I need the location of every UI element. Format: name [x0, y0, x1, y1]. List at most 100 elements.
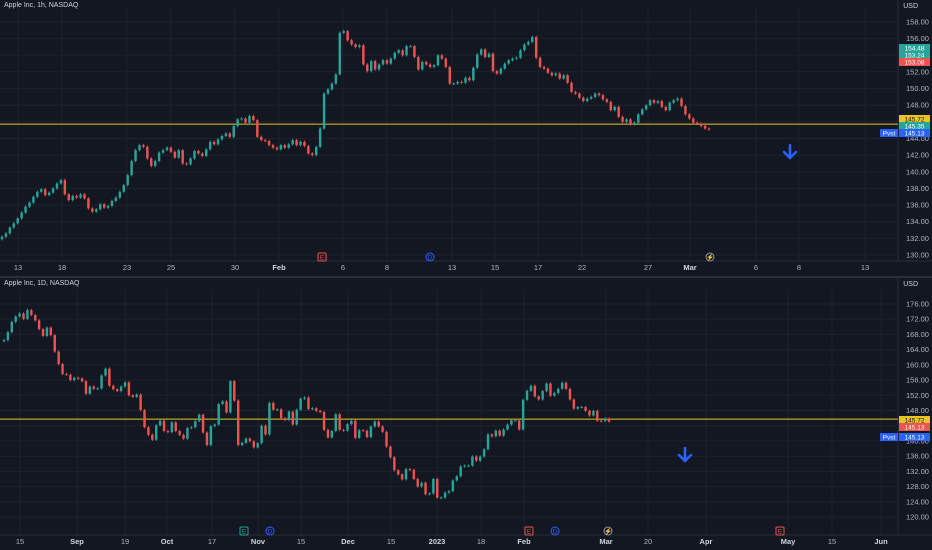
candle-body: [334, 74, 338, 84]
candle-body: [550, 72, 554, 76]
price-badge-label: 153.24: [905, 52, 925, 59]
candle-body: [96, 388, 99, 390]
candle-body: [613, 106, 616, 111]
candle-body: [178, 431, 181, 435]
dividend-flash-icon[interactable]: [603, 526, 613, 536]
candle-body: [173, 151, 177, 158]
candle-body: [326, 89, 330, 94]
candle-body: [24, 206, 27, 213]
candle-body: [112, 385, 115, 390]
y-tick-label: 172.00: [906, 315, 929, 324]
candle-body: [385, 431, 388, 447]
x-tick-label: Feb: [272, 263, 286, 272]
candle-body: [106, 205, 110, 208]
y-tick-label: 152.00: [906, 67, 929, 76]
candle-body: [220, 136, 224, 140]
hourly-chart-canvas[interactable]: 158.00156.00154.00152.00150.00148.00146.…: [0, 0, 932, 276]
dividend-marker[interactable]: [265, 526, 275, 536]
pvst-tag[interactable]: [880, 433, 898, 441]
candle-body: [491, 53, 495, 72]
candle-body: [34, 315, 37, 321]
candle-body: [609, 101, 613, 111]
x-tick-label: Dec: [341, 537, 355, 546]
pvst-tag-label: Pvst: [883, 130, 896, 137]
earnings-marker[interactable]: [524, 526, 534, 536]
candle-body: [521, 399, 525, 430]
candle-body: [436, 478, 439, 498]
candle-body: [432, 478, 435, 494]
candle-body: [451, 480, 455, 492]
candle-body: [629, 119, 632, 125]
price-badge-label: 145.35: [905, 123, 925, 130]
candle-body: [130, 160, 133, 176]
candle-body: [303, 397, 306, 399]
x-tick-label: 15: [828, 537, 836, 546]
candle-body: [692, 118, 695, 123]
candle-body: [676, 98, 679, 101]
candle-body: [377, 421, 380, 427]
daily-chart-pane[interactable]: 176.00 172.00 168.00 164.00 160.00 156.00 152.…: [0, 278, 932, 550]
candle-body: [707, 128, 711, 130]
candle-body: [557, 388, 560, 394]
candle-body: [605, 99, 609, 102]
candle-body: [248, 438, 252, 442]
candle-body: [498, 430, 501, 436]
candle-body: [43, 189, 47, 196]
earnings-marker[interactable]: [317, 252, 327, 262]
y-tick-label: 136.00: [906, 201, 929, 210]
candle-body: [189, 158, 192, 165]
pane-divider[interactable]: [0, 276, 932, 278]
daily-chart-canvas[interactable]: 176.00 172.00 168.00 164.00 160.00 156.00 152.…: [0, 278, 932, 550]
candle-body: [224, 133, 228, 137]
candle-body: [95, 209, 98, 212]
candle-body: [244, 438, 248, 443]
candle-body: [83, 194, 86, 199]
candle-body: [373, 61, 377, 70]
candle-body: [393, 457, 396, 471]
candle-body: [475, 456, 478, 461]
candle-body: [14, 316, 17, 322]
candle-body: [315, 146, 318, 156]
price-badge: [899, 58, 930, 66]
candle-body: [625, 119, 628, 122]
candle-body: [479, 49, 483, 55]
down-arrow-icon[interactable]: [782, 143, 798, 160]
dividend-marker[interactable]: [425, 252, 435, 262]
candle-body: [84, 381, 88, 394]
candle-body: [4, 233, 8, 237]
event-marker-label: D: [428, 254, 433, 261]
candle-body: [51, 188, 55, 193]
candle-body: [236, 400, 240, 446]
candle-body: [471, 456, 474, 466]
earnings-marker[interactable]: [239, 526, 249, 536]
candle-body: [100, 375, 103, 389]
candle-body: [122, 185, 125, 192]
candle-body: [40, 189, 43, 192]
candle-body: [92, 386, 95, 389]
earnings-marker[interactable]: [775, 526, 785, 536]
candle-body: [389, 446, 392, 458]
candle-body: [287, 411, 291, 421]
candle-body: [279, 145, 283, 150]
hourly-chart-pane[interactable]: 158.00156.00154.00152.00150.00148.00146.…: [0, 0, 932, 276]
candle-body: [10, 321, 14, 333]
candle-body: [233, 381, 236, 401]
x-tick-label: Mar: [683, 263, 696, 272]
candle-body: [87, 198, 90, 209]
y-tick-label: 128.00: [906, 482, 929, 491]
candle-body: [256, 120, 259, 137]
candle-body: [104, 368, 107, 376]
candle-body: [256, 443, 259, 448]
candle-body: [408, 469, 412, 471]
candle-body: [562, 75, 565, 79]
y-tick-label: 136.00: [906, 452, 929, 461]
dividend-marker[interactable]: [550, 526, 560, 536]
event-marker-label: D: [268, 528, 273, 535]
candle-body: [165, 147, 169, 151]
down-arrow-icon[interactable]: [677, 446, 693, 463]
event-marker-label: E: [778, 528, 783, 535]
candle-body: [482, 449, 486, 457]
pvst-tag[interactable]: [880, 129, 898, 137]
event-marker-label: E: [527, 528, 532, 535]
dividend-flash-icon[interactable]: [705, 252, 715, 262]
